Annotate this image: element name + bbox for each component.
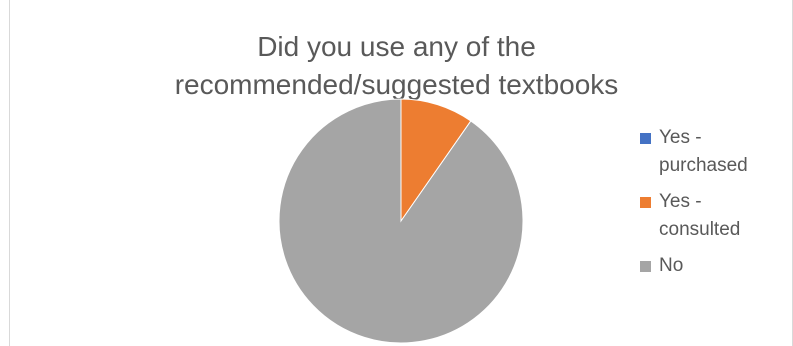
legend-label-yes-purchased: Yes - purchased <box>659 124 793 180</box>
legend-swatch-no <box>640 261 651 272</box>
chart-title-line-1: Did you use any of the <box>257 31 536 62</box>
chart-title: Did you use any of the recommended/sugge… <box>0 28 793 104</box>
legend-label-no-line-1: No <box>659 255 684 276</box>
legend-label-yes-purchased-line-2: purchased <box>659 155 748 176</box>
legend-label-yes-consulted-line-1: Yes - <box>659 191 702 212</box>
legend-swatch-yes-purchased <box>640 133 651 144</box>
legend-label-yes-consulted-line-2: consulted <box>659 219 741 240</box>
pie-slice-yes-consulted <box>400 98 472 223</box>
chart-title-line-2: recommended/suggested textbooks <box>174 69 619 100</box>
legend-label-yes-purchased-line-1: Yes - <box>659 127 702 148</box>
legend-swatch-yes-consulted <box>640 197 651 208</box>
legend-label-no: No <box>659 252 793 280</box>
legend-label-yes-consulted: Yes - consulted <box>659 188 793 244</box>
pie-slice-no <box>278 98 524 344</box>
